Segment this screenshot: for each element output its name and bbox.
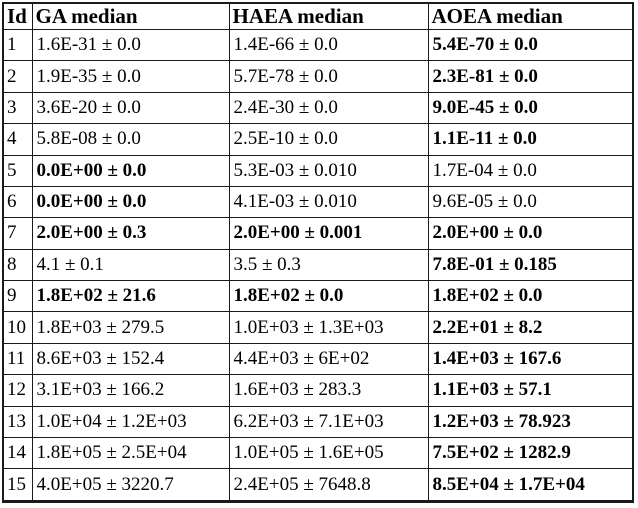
ga-median-cell: 2.0E+00 ± 0.3 <box>31 217 230 250</box>
table-row: 7 2.0E+00 ± 0.3 2.0E+00 ± 0.001 2.0E+00 … <box>2 217 634 250</box>
table-row: 1 1.6E-31 ± 0.0 1.4E-66 ± 0.0 5.4E-70 ± … <box>2 28 634 62</box>
column-header-aoea: AOEA median <box>427 2 634 30</box>
haea-median-cell: 1.6E+03 ± 283.3 <box>228 374 429 407</box>
ga-median-cell: 1.8E+02 ± 21.6 <box>31 279 230 313</box>
haea-median-cell: 4.1E-03 ± 0.010 <box>228 185 429 219</box>
aoea-median-cell: 2.0E+00 ± 0.0 <box>427 217 634 250</box>
row-id-cell: 4 <box>2 123 33 156</box>
aoea-median-cell: 1.4E+03 ± 167.6 <box>427 342 634 376</box>
haea-median-cell: 2.4E-30 ± 0.0 <box>228 91 429 125</box>
ga-median-cell: 8.6E+03 ± 152.4 <box>31 342 230 376</box>
table-row: 14 1.8E+05 ± 2.5E+04 1.0E+05 ± 1.6E+05 7… <box>2 436 634 470</box>
ga-median-cell: 0.0E+00 ± 0.0 <box>31 185 230 219</box>
ga-median-cell: 1.0E+04 ± 1.2E+03 <box>31 405 230 438</box>
table-row: 2 1.9E-35 ± 0.0 5.7E-78 ± 0.0 2.3E-81 ± … <box>2 60 634 93</box>
aoea-median-cell: 1.1E+03 ± 57.1 <box>427 374 634 407</box>
aoea-median-cell: 7.8E-01 ± 0.185 <box>427 248 634 282</box>
haea-median-cell: 2.0E+00 ± 0.001 <box>228 217 429 250</box>
haea-median-cell: 6.2E+03 ± 7.1E+03 <box>228 405 429 438</box>
row-id-cell: 7 <box>2 217 33 250</box>
results-table: Id GA median HAEA median AOEA median 1 1… <box>2 2 634 503</box>
table-row: 5 0.0E+00 ± 0.0 5.3E-03 ± 0.010 1.7E-04 … <box>2 154 634 187</box>
table-row: 4 5.8E-08 ± 0.0 2.5E-10 ± 0.0 1.1E-11 ± … <box>2 123 634 156</box>
aoea-median-cell: 2.2E+01 ± 8.2 <box>427 311 634 344</box>
ga-median-cell: 4.0E+05 ± 3220.7 <box>31 468 230 502</box>
table-row: 11 8.6E+03 ± 152.4 4.4E+03 ± 6E+02 1.4E+… <box>2 342 634 376</box>
ga-median-cell: 1.9E-35 ± 0.0 <box>31 60 230 93</box>
table-row: 9 1.8E+02 ± 21.6 1.8E+02 ± 0.0 1.8E+02 ±… <box>2 279 634 313</box>
ga-median-cell: 4.1 ± 0.1 <box>31 248 230 282</box>
aoea-median-cell: 5.4E-70 ± 0.0 <box>427 28 634 62</box>
haea-median-cell: 3.5 ± 0.3 <box>228 248 429 282</box>
row-id-cell: 3 <box>2 91 33 125</box>
haea-median-cell: 5.3E-03 ± 0.010 <box>228 154 429 187</box>
haea-median-cell: 2.4E+05 ± 7648.8 <box>228 468 429 502</box>
haea-median-cell: 1.0E+05 ± 1.6E+05 <box>228 436 429 470</box>
haea-median-cell: 1.4E-66 ± 0.0 <box>228 28 429 62</box>
row-id-cell: 9 <box>2 279 33 313</box>
table-row: 12 3.1E+03 ± 166.2 1.6E+03 ± 283.3 1.1E+… <box>2 374 634 407</box>
ga-median-cell: 3.6E-20 ± 0.0 <box>31 91 230 125</box>
column-header-ga: GA median <box>31 2 230 30</box>
ga-median-cell: 5.8E-08 ± 0.0 <box>31 123 230 156</box>
table-row: 3 3.6E-20 ± 0.0 2.4E-30 ± 0.0 9.0E-45 ± … <box>2 91 634 125</box>
header-row: Id GA median HAEA median AOEA median <box>2 2 634 30</box>
ga-median-cell: 1.8E+03 ± 279.5 <box>31 311 230 344</box>
aoea-median-cell: 2.3E-81 ± 0.0 <box>427 60 634 93</box>
ga-median-cell: 1.6E-31 ± 0.0 <box>31 28 230 62</box>
haea-median-cell: 1.8E+02 ± 0.0 <box>228 279 429 313</box>
haea-median-cell: 4.4E+03 ± 6E+02 <box>228 342 429 376</box>
ga-median-cell: 1.8E+05 ± 2.5E+04 <box>31 436 230 470</box>
row-id-cell: 2 <box>2 60 33 93</box>
aoea-median-cell: 9.0E-45 ± 0.0 <box>427 91 634 125</box>
row-id-cell: 15 <box>2 468 33 502</box>
haea-median-cell: 5.7E-78 ± 0.0 <box>228 60 429 93</box>
ga-median-cell: 3.1E+03 ± 166.2 <box>31 374 230 407</box>
row-id-cell: 1 <box>2 28 33 62</box>
aoea-median-cell: 1.7E-04 ± 0.0 <box>427 154 634 187</box>
table-row: 8 4.1 ± 0.1 3.5 ± 0.3 7.8E-01 ± 0.185 <box>2 248 634 282</box>
table-row: 13 1.0E+04 ± 1.2E+03 6.2E+03 ± 7.1E+03 1… <box>2 405 634 438</box>
row-id-cell: 6 <box>2 185 33 219</box>
row-id-cell: 8 <box>2 248 33 282</box>
table-row: 10 1.8E+03 ± 279.5 1.0E+03 ± 1.3E+03 2.2… <box>2 311 634 344</box>
aoea-median-cell: 9.6E-05 ± 0.0 <box>427 185 634 219</box>
row-id-cell: 14 <box>2 436 33 470</box>
aoea-median-cell: 7.5E+02 ± 1282.9 <box>427 436 634 470</box>
table-row: 15 4.0E+05 ± 3220.7 2.4E+05 ± 7648.8 8.5… <box>2 468 634 502</box>
aoea-median-cell: 1.2E+03 ± 78.923 <box>427 405 634 438</box>
ga-median-cell: 0.0E+00 ± 0.0 <box>31 154 230 187</box>
row-id-cell: 13 <box>2 405 33 438</box>
table-body: 1 1.6E-31 ± 0.0 1.4E-66 ± 0.0 5.4E-70 ± … <box>2 28 634 502</box>
aoea-median-cell: 1.8E+02 ± 0.0 <box>427 279 634 313</box>
row-id-cell: 12 <box>2 374 33 407</box>
column-header-haea: HAEA median <box>228 2 429 30</box>
haea-median-cell: 2.5E-10 ± 0.0 <box>228 123 429 156</box>
row-id-cell: 11 <box>2 342 33 376</box>
table-row: 6 0.0E+00 ± 0.0 4.1E-03 ± 0.010 9.6E-05 … <box>2 185 634 219</box>
row-id-cell: 5 <box>2 154 33 187</box>
row-id-cell: 10 <box>2 311 33 344</box>
aoea-median-cell: 8.5E+04 ± 1.7E+04 <box>427 468 634 502</box>
haea-median-cell: 1.0E+03 ± 1.3E+03 <box>228 311 429 344</box>
aoea-median-cell: 1.1E-11 ± 0.0 <box>427 123 634 156</box>
column-header-id: Id <box>2 2 33 30</box>
